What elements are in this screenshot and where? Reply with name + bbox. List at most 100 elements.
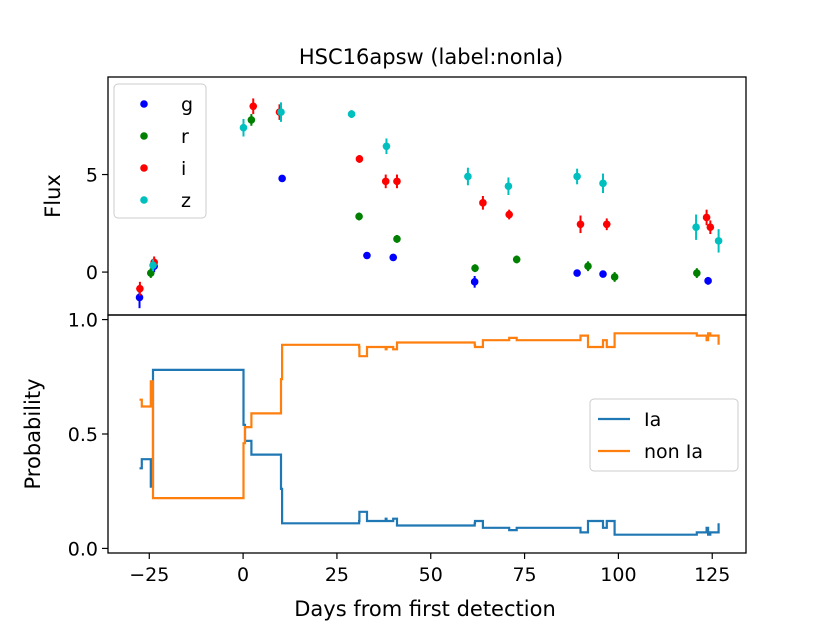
flux-point-r — [512, 255, 521, 264]
data-marker — [381, 177, 390, 186]
data-marker — [576, 220, 585, 229]
flux-ytick-label: 5 — [86, 165, 98, 187]
data-marker — [278, 174, 286, 183]
data-marker — [599, 270, 607, 278]
flux-point-i — [602, 218, 611, 231]
flux-point-z — [714, 229, 723, 253]
legend-label-r: r — [181, 126, 189, 148]
xtick-label: 75 — [512, 564, 536, 586]
flux-axis-label: Flux — [41, 174, 65, 218]
x-axis-label: Days from first detection — [294, 597, 556, 621]
flux-point-r — [393, 235, 401, 243]
flux-point-i — [706, 220, 715, 235]
flux-point-g — [704, 276, 712, 285]
flux-point-z — [599, 173, 607, 194]
data-marker — [389, 253, 398, 262]
data-marker — [464, 172, 472, 181]
data-marker — [693, 269, 701, 277]
data-marker — [584, 262, 592, 271]
data-marker — [702, 213, 711, 222]
data-marker — [692, 223, 700, 232]
probability-ytick-label: 0.0 — [68, 538, 98, 560]
class-legend: Ia non Ia — [589, 398, 739, 472]
data-marker — [505, 210, 513, 219]
flux-point-i — [576, 215, 585, 234]
data-marker — [239, 123, 248, 132]
flux-point-z — [277, 102, 285, 122]
probability-panel: 0.0 0.5 1.0 −25 0 25 50 75 100 125 Probability D… — [21, 310, 747, 621]
data-marker — [136, 284, 144, 293]
flux-point-r — [146, 268, 155, 278]
xtick-label: 25 — [325, 564, 349, 586]
flux-point-g — [363, 251, 371, 260]
flux-point-g — [599, 270, 607, 278]
flux-point-g — [470, 275, 479, 288]
flux-point-g — [389, 253, 398, 262]
data-marker — [135, 293, 144, 302]
flux-ytick-label: 0 — [86, 262, 98, 284]
legend-marker-z — [140, 196, 148, 204]
class-legend-box — [589, 398, 739, 472]
data-marker — [355, 155, 364, 163]
xtick-label: 125 — [694, 564, 730, 586]
data-marker — [602, 220, 611, 229]
data-marker — [479, 199, 487, 207]
legend-marker-g — [140, 100, 148, 108]
data-marker — [504, 182, 513, 191]
flux-point-z — [347, 110, 356, 118]
data-marker — [599, 179, 607, 188]
data-marker — [512, 255, 521, 264]
legend-label-i: i — [181, 158, 186, 180]
flux-yticks: 05 — [86, 165, 108, 284]
xtick-label: 100 — [600, 564, 636, 586]
probability-line-ia — [139, 368, 720, 536]
data-marker — [573, 269, 581, 277]
legend-marker-i — [140, 164, 148, 172]
probability-line-non-ia — [139, 332, 720, 500]
flux-point-i — [505, 209, 513, 220]
xtick-label: −25 — [129, 564, 169, 586]
data-marker — [347, 110, 356, 118]
flux-point-g — [573, 269, 581, 277]
x-axis-ticks: −25 0 25 50 75 100 125 — [129, 553, 730, 586]
flux-point-z — [149, 259, 157, 272]
probability-ytick-label: 0.5 — [68, 424, 98, 446]
data-marker — [249, 102, 258, 111]
data-marker — [393, 177, 401, 186]
data-marker — [573, 172, 581, 181]
flux-point-i — [479, 196, 487, 210]
data-marker — [714, 237, 723, 245]
flux-point-i — [249, 98, 258, 115]
legend-label-z: z — [181, 190, 191, 212]
flux-point-i — [381, 174, 390, 189]
flux-point-z — [464, 167, 472, 186]
flux-point-g — [278, 174, 286, 183]
band-legend-box — [113, 83, 207, 219]
data-marker — [382, 142, 391, 151]
data-marker — [363, 251, 371, 260]
flux-point-i — [355, 155, 364, 163]
flux-point-z — [239, 118, 248, 137]
probability-yticks: 0.0 0.5 1.0 — [68, 310, 108, 560]
data-marker — [610, 273, 619, 281]
data-marker — [471, 264, 479, 272]
flux-point-r — [693, 268, 701, 278]
legend-label-ia: Ia — [644, 409, 661, 431]
data-marker — [355, 212, 363, 221]
data-marker — [146, 269, 155, 277]
probability-ytick-label: 1.0 — [68, 310, 98, 332]
flux-point-r — [471, 264, 479, 273]
flux-point-z — [692, 214, 700, 240]
legend-marker-r — [140, 132, 148, 140]
data-marker — [393, 235, 401, 243]
data-marker — [247, 116, 256, 124]
data-marker — [704, 277, 712, 285]
flux-point-r — [355, 212, 363, 221]
flux-point-i — [136, 281, 144, 296]
data-marker — [277, 108, 285, 116]
data-marker — [149, 261, 157, 270]
flux-point-z — [573, 168, 581, 185]
